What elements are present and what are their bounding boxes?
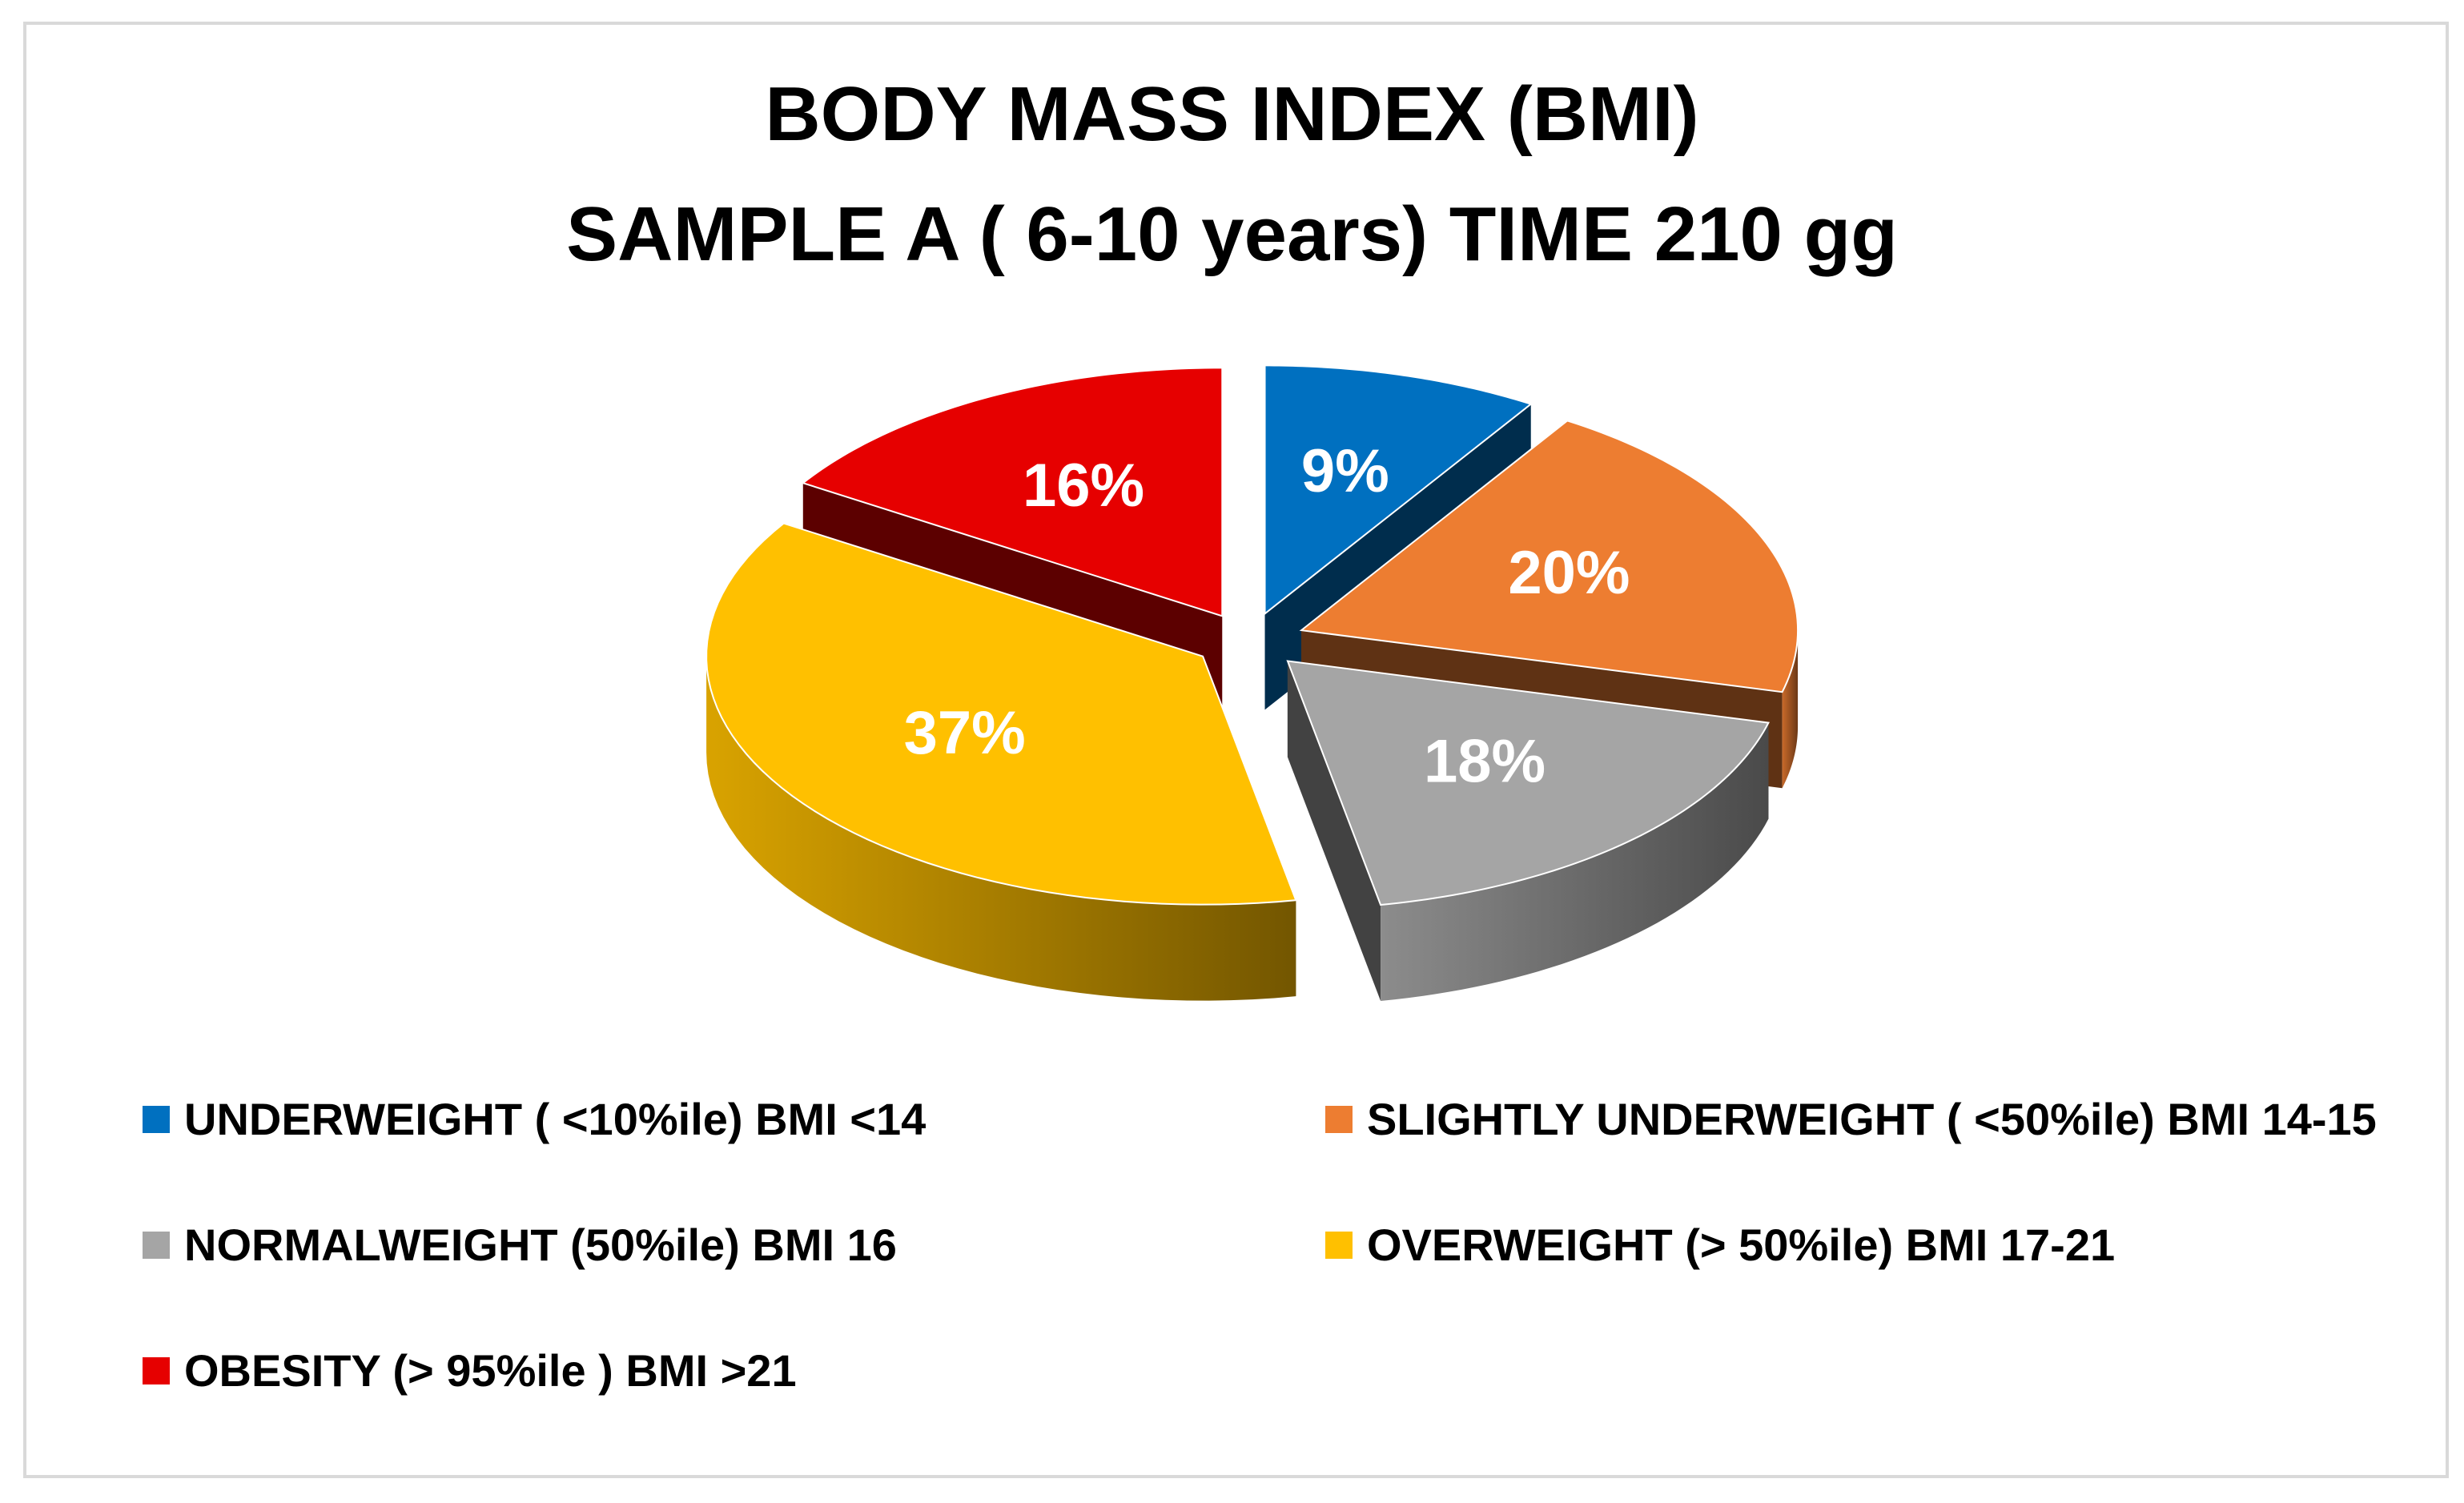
legend-item: UNDERWEIGHT ( <10%ile) BMI <14	[143, 1097, 926, 1142]
legend-label: OVERWEIGHT (> 50%ile) BMI 17-21	[1367, 1220, 2116, 1270]
chart-title-line-1: BODY MASS INDEX (BMI)	[765, 71, 1699, 157]
pie-data-label: 20%	[1508, 539, 1630, 607]
pie-slice	[705, 522, 1297, 906]
pie-slice-side	[706, 656, 1296, 1001]
legend-label: SLIGHTLY UNDERWEIGHT ( <50%ile) BMI 14-1…	[1367, 1094, 2377, 1144]
pie-slice	[1264, 364, 1533, 616]
pie-slice	[801, 367, 1224, 617]
legend-label: UNDERWEIGHT ( <10%ile) BMI <14	[184, 1094, 927, 1144]
legend-swatch	[1325, 1106, 1353, 1133]
pie-data-label: 37%	[904, 699, 1026, 767]
legend-item: SLIGHTLY UNDERWEIGHT ( <50%ile) BMI 14-1…	[1325, 1097, 2377, 1142]
pie-slice	[1299, 420, 1799, 693]
legend-swatch	[143, 1357, 170, 1384]
legend-swatch	[143, 1232, 170, 1259]
pie-data-label: 16%	[1023, 452, 1144, 520]
pie-slice	[1286, 660, 1771, 906]
legend-item: OVERWEIGHT (> 50%ile) BMI 17-21	[1325, 1223, 2115, 1268]
pie-data-label: 9%	[1301, 437, 1389, 505]
legend-item: NORMALWEIGHT (50%ile) BMI 16	[143, 1223, 897, 1268]
legend-item: OBESITY (> 95%ile ) BMI >21	[143, 1348, 797, 1393]
pie-slice-side	[1782, 630, 1799, 789]
legend-swatch	[143, 1106, 170, 1133]
legend-swatch	[1325, 1232, 1353, 1259]
chart-title-line-2: SAMPLE A ( 6-10 years) TIME 210 gg	[566, 191, 1898, 277]
pie-slice-side	[1381, 722, 1769, 1002]
legend-label: NORMALWEIGHT (50%ile) BMI 16	[184, 1220, 897, 1270]
pie-slice-wall	[1287, 661, 1381, 1002]
legend-label: OBESITY (> 95%ile ) BMI >21	[184, 1345, 797, 1396]
pie-data-label: 18%	[1424, 728, 1546, 796]
